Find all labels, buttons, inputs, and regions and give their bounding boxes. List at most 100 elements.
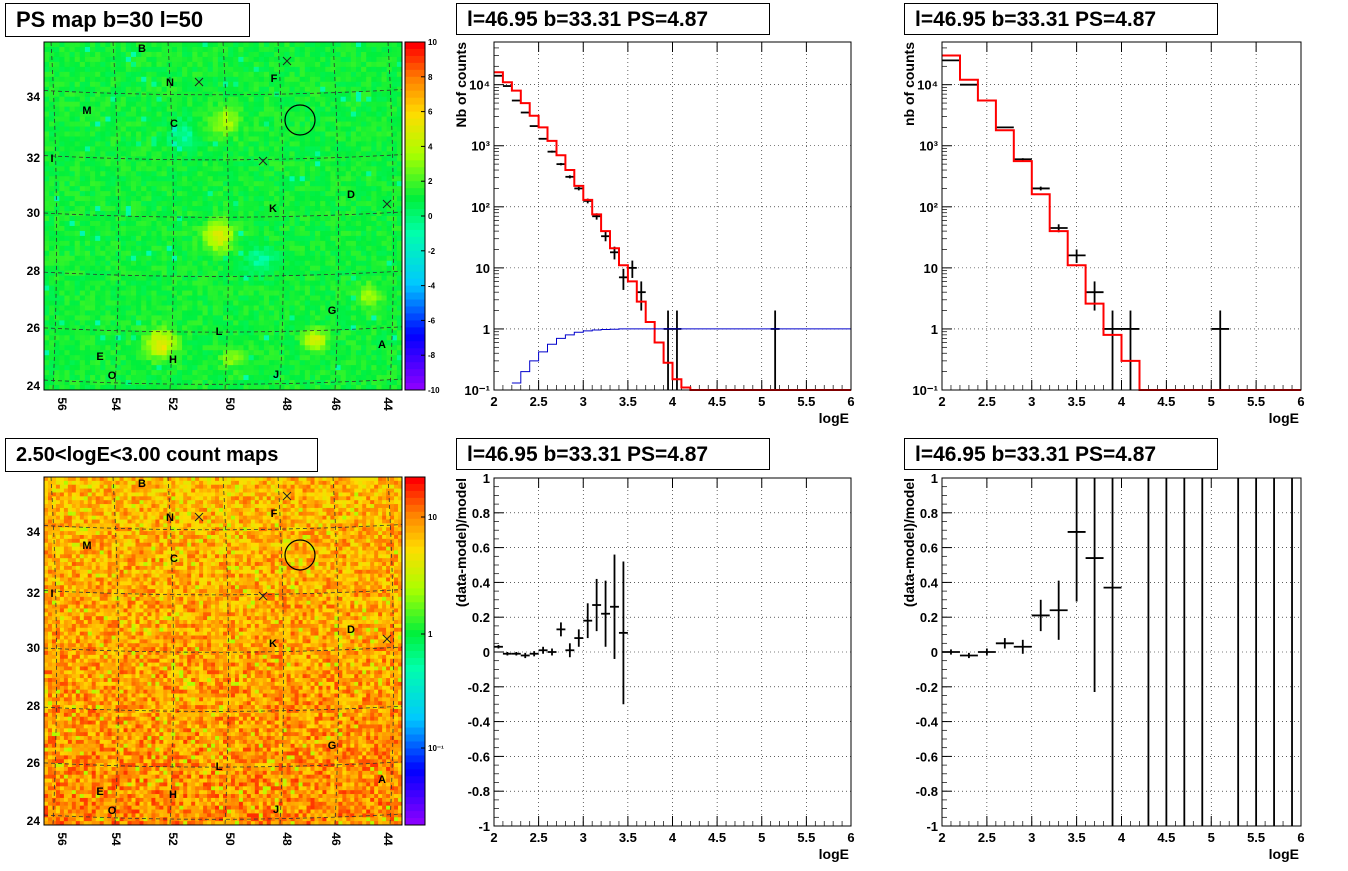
map-pixel: [54, 186, 60, 192]
map-pixel: [151, 240, 157, 247]
map-pixel: [84, 141, 91, 147]
map-pixel: [294, 260, 301, 267]
map-pixel: [304, 106, 311, 112]
map-pixel: [345, 86, 352, 93]
map-pixel: [130, 61, 137, 68]
map-pixel: [84, 171, 91, 177]
map-pixel: [345, 290, 352, 296]
map-pixel: [258, 360, 265, 366]
map-pixel: [100, 290, 106, 296]
map-pixel: [171, 305, 178, 311]
map-pixel: [166, 295, 173, 301]
map-pixel: [202, 91, 208, 97]
map-pixel: [54, 181, 60, 187]
map-pixel: [217, 111, 224, 117]
map-pixel: [274, 260, 280, 267]
map-pixel: [79, 111, 86, 117]
map-pixel: [151, 216, 157, 222]
map-pixel: [100, 295, 106, 301]
map-pixel: [49, 151, 55, 157]
map-pixel: [64, 106, 70, 112]
map-pixel: [202, 161, 208, 167]
map-pixel: [192, 196, 198, 202]
map-pixel: [69, 101, 75, 107]
map-pixel: [146, 345, 152, 351]
map-pixel: [315, 290, 321, 296]
map-pixel: [74, 350, 81, 356]
map-pixel: [125, 42, 132, 48]
map-pixel: [115, 380, 122, 386]
map-pixel: [136, 240, 142, 247]
map-pixel: [284, 166, 290, 172]
map-pixel: [350, 230, 357, 237]
map-pixel: [95, 265, 101, 271]
map-pixel: [187, 235, 193, 242]
map-pixel: [217, 355, 224, 361]
map-pixel: [141, 66, 147, 73]
map-pixel: [207, 315, 214, 321]
map-pixel: [141, 161, 147, 167]
map-pixel: [361, 380, 367, 386]
map-pixel: [176, 141, 183, 147]
map-pixel: [156, 131, 162, 137]
map-pixel: [350, 275, 357, 281]
map-pixel: [279, 111, 285, 117]
map-pixel: [396, 380, 403, 386]
map-pixel: [350, 126, 357, 132]
map-pixel: [156, 196, 162, 202]
map-pixel: [171, 340, 178, 346]
map-pixel: [64, 330, 70, 336]
map-pixel: [294, 270, 301, 276]
map-pixel: [74, 365, 81, 371]
map-pixel: [340, 42, 347, 48]
map-pixel: [146, 285, 152, 291]
map-pixel: [69, 171, 75, 177]
map-pixel: [340, 230, 347, 237]
map-pixel: [202, 136, 208, 142]
map-pixel: [233, 151, 239, 157]
map-pixel: [386, 156, 393, 162]
map-pixel: [69, 61, 75, 68]
map-pixel: [161, 141, 168, 147]
map-pixel: [289, 116, 295, 122]
map-pixel: [371, 360, 377, 366]
map-pixel: [84, 360, 91, 366]
map-pixel: [366, 216, 372, 222]
map-pixel: [84, 375, 91, 381]
map-pixel: [340, 186, 347, 192]
map-pixel: [59, 360, 65, 366]
map-pixel: [187, 350, 193, 356]
map-pixel: [187, 141, 193, 147]
map-pixel: [84, 350, 91, 356]
map-pixel: [192, 146, 198, 152]
map-pixel: [171, 76, 178, 83]
map-pixel: [335, 255, 341, 262]
map-pixel: [130, 370, 137, 376]
map-pixel: [269, 300, 275, 306]
map-pixel: [315, 116, 321, 122]
map-pixel: [299, 81, 306, 88]
map-pixel: [130, 220, 137, 227]
map-pixel: [136, 325, 142, 331]
map-pixel: [176, 230, 183, 237]
map-pixel: [74, 171, 81, 177]
map-pixel: [396, 106, 403, 112]
map-pixel: [44, 285, 50, 291]
map-pixel: [202, 51, 208, 58]
map-pixel: [330, 81, 336, 88]
map-pixel: [141, 300, 147, 306]
map-pixel: [79, 151, 86, 157]
map-pixel: [335, 151, 341, 157]
map-pixel: [125, 315, 132, 321]
map-pixel: [315, 151, 321, 157]
map-pixel: [130, 206, 137, 212]
map-pixel: [396, 126, 403, 132]
map-pixel: [182, 305, 188, 311]
map-pixel: [315, 295, 321, 301]
map-pixel: [79, 250, 86, 257]
map-pixel: [263, 186, 270, 192]
map-pixel: [223, 220, 229, 227]
map-pixel: [202, 66, 208, 73]
map-pixel: [361, 260, 367, 267]
map-pixel: [320, 365, 326, 371]
